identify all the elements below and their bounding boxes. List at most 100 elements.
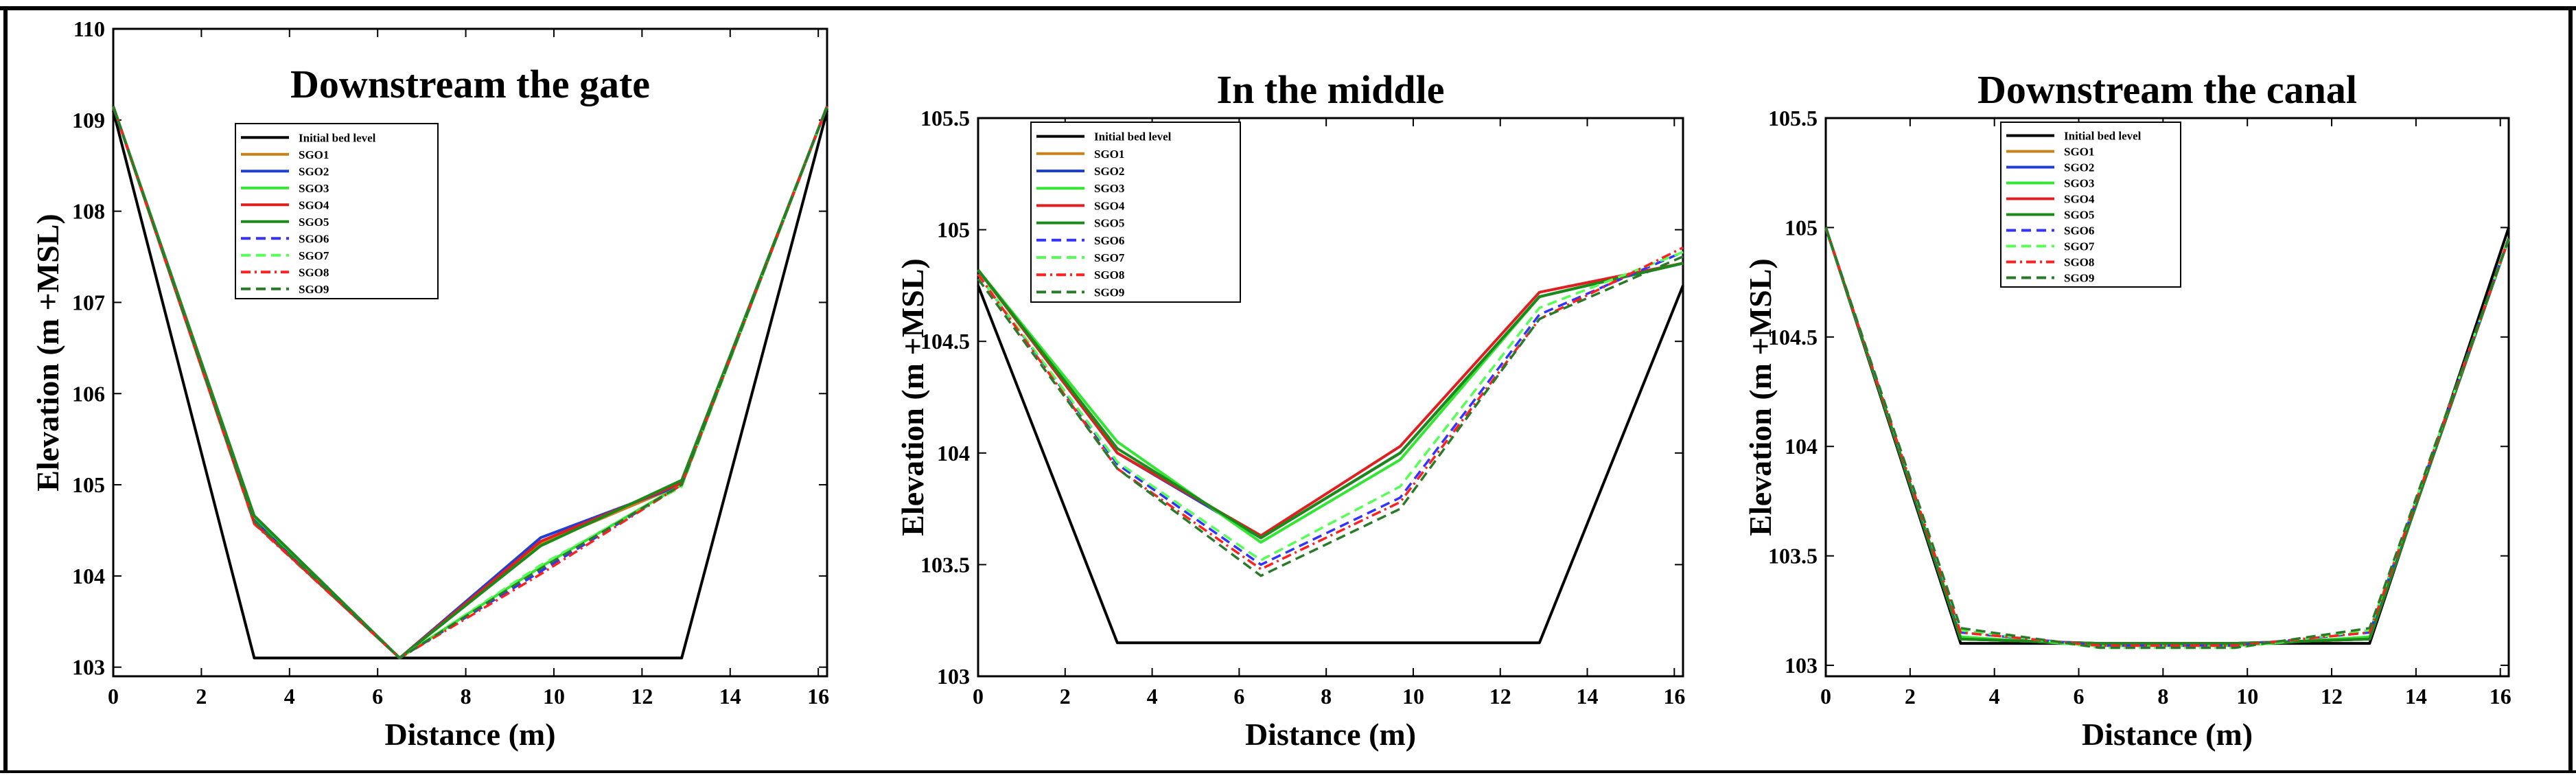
- x-tick-label: 16: [2490, 684, 2511, 709]
- legend-entry-label: SGO9: [2064, 272, 2094, 285]
- x-axis-label: Distance (m): [1245, 717, 1416, 752]
- legend-entry-label: Initial bed level: [299, 131, 376, 144]
- legend: Initial bed level SGO1 SGO2 SGO3 SGO4 SGO5 SGO…: [2000, 122, 2181, 288]
- series-line-sgo7: [977, 251, 1684, 562]
- series-line-sgo8: [977, 246, 1684, 571]
- chart-panel-downstream-canal: Downstream the canal Distance (m) Elevat…: [1743, 67, 2511, 752]
- x-tick-label: 12: [2321, 684, 2343, 709]
- legend-entry-label: SGO3: [299, 182, 329, 195]
- x-tick-label: 2: [196, 684, 207, 709]
- y-tick-label: 108: [72, 199, 105, 224]
- legend-entry-label: Initial bed level: [2064, 130, 2142, 143]
- y-tick-label: 106: [72, 381, 105, 406]
- legend-entry-label: SGO3: [2064, 177, 2094, 190]
- legend-entry-label: SGO5: [1094, 217, 1124, 230]
- y-axis-label: Elevation (m +MSL): [30, 214, 65, 491]
- plot-frame: [1824, 117, 2510, 678]
- legend-entry-label: SGO8: [2064, 256, 2094, 269]
- series-line-sgo5: [977, 262, 1684, 540]
- legend-entry-label: SGO1: [299, 148, 329, 161]
- x-tick-label: 16: [807, 684, 829, 709]
- y-tick-label: 104.5: [1768, 325, 1818, 349]
- y-tick-label: 104.5: [920, 329, 970, 354]
- y-tick-label: 105.5: [1768, 106, 1818, 130]
- x-tick-label: 12: [631, 684, 653, 709]
- x-tick-label: 0: [1820, 684, 1831, 709]
- x-tick-label: 16: [1663, 684, 1685, 709]
- chart-panel-middle: In the middle Distance (m) Elevation (m …: [895, 67, 1685, 752]
- legend-entry-label: SGO7: [1094, 251, 1125, 264]
- x-tick-label: 8: [1321, 684, 1332, 709]
- legend-entry-label: SGO4: [2064, 193, 2095, 206]
- plot-frame: [977, 117, 1684, 678]
- y-tick-label: 104: [937, 441, 970, 465]
- y-tick-label: 103.5: [1768, 544, 1818, 568]
- legend-entry-label: SGO6: [1094, 234, 1124, 247]
- y-axis-label: Elevation (m +MSL): [895, 258, 930, 536]
- legend: Initial bed level SGO1 SGO2 SGO3 SGO4 SGO5 SGO…: [1030, 122, 1241, 303]
- x-tick-label: 4: [1147, 684, 1158, 709]
- y-tick-label: 105: [1785, 215, 1818, 240]
- series-line-sgo4: [977, 262, 1684, 538]
- x-tick-label: 0: [108, 684, 119, 709]
- y-tick-label: 104: [72, 564, 105, 588]
- series-line-sgo9: [1824, 227, 2510, 649]
- series-line-sgo6: [977, 251, 1684, 566]
- chart-title: Downstream the canal: [1977, 67, 2357, 112]
- x-tick-label: 8: [461, 684, 472, 709]
- x-tick-label: 10: [1402, 684, 1424, 709]
- legend-entry-label: SGO9: [299, 283, 329, 296]
- legend-entry-label: SGO4: [1094, 199, 1125, 212]
- series-line-sgo5: [1824, 227, 2510, 645]
- y-tick-label: 105: [72, 472, 105, 497]
- legend-entry-label: SGO8: [1094, 268, 1124, 281]
- legend-entry-label: SGO1: [2064, 146, 2094, 159]
- x-axis-label: Distance (m): [384, 717, 555, 752]
- x-tick-label: 14: [719, 684, 741, 709]
- x-tick-label: 14: [1577, 684, 1599, 709]
- legend-entry-label: SGO2: [2064, 161, 2094, 174]
- x-tick-label: 2: [1060, 684, 1071, 709]
- legend-entry-label: Initial bed level: [1094, 130, 1172, 143]
- x-tick-label: 8: [2157, 684, 2168, 709]
- series-line-initial-bed-level: [977, 285, 1684, 645]
- series-line-sgo9: [977, 255, 1684, 577]
- legend-entry-label: SGO8: [299, 266, 329, 279]
- legend-entry-label: SGO7: [299, 249, 329, 262]
- x-tick-label: 2: [1905, 684, 1916, 709]
- x-tick-label: 4: [284, 684, 295, 709]
- x-tick-label: 6: [372, 684, 383, 709]
- legend-entry-label: SGO5: [2064, 209, 2094, 222]
- legend-box: [235, 123, 439, 299]
- plot-frame: [112, 27, 828, 678]
- legend-entry-label: SGO9: [1094, 286, 1124, 299]
- chart-panel-downstream-gate: Downstream the gate Distance (m) Elevati…: [30, 16, 829, 752]
- x-tick-label: 6: [1233, 684, 1244, 709]
- y-tick-label: 110: [73, 16, 105, 41]
- y-tick-label: 105: [937, 218, 970, 242]
- y-axis-label: Elevation (m +MSL): [1743, 258, 1778, 536]
- y-tick-label: 103: [1785, 653, 1818, 678]
- legend-entry-label: SGO6: [2064, 225, 2094, 238]
- legend: Initial bed level SGO1 SGO2 SGO3 SGO4 SGO5 SGO…: [235, 123, 439, 299]
- legend-entry-label: SGO2: [299, 165, 329, 178]
- legend-entry-label: SGO2: [1094, 165, 1124, 178]
- x-tick-label: 12: [1489, 684, 1511, 709]
- legend-entry-label: SGO5: [299, 216, 329, 229]
- y-tick-label: 105.5: [920, 106, 970, 130]
- y-tick-label: 109: [72, 108, 105, 133]
- legend-box: [2000, 122, 2181, 288]
- x-tick-label: 4: [1989, 684, 2000, 709]
- x-axis-label: Distance (m): [2082, 717, 2253, 752]
- legend-entry-label: SGO3: [1094, 182, 1124, 195]
- series-line-initial-bed-level: [112, 111, 828, 660]
- x-tick-label: 0: [973, 684, 984, 709]
- x-tick-label: 6: [2074, 684, 2085, 709]
- legend-entry-label: SGO1: [1094, 148, 1124, 161]
- chart-title: In the middle: [1217, 67, 1445, 112]
- series-line-sgo9: [112, 106, 828, 660]
- x-tick-label: 10: [2236, 684, 2258, 709]
- series-line-sgo5: [112, 106, 828, 660]
- legend-box: [1030, 122, 1241, 303]
